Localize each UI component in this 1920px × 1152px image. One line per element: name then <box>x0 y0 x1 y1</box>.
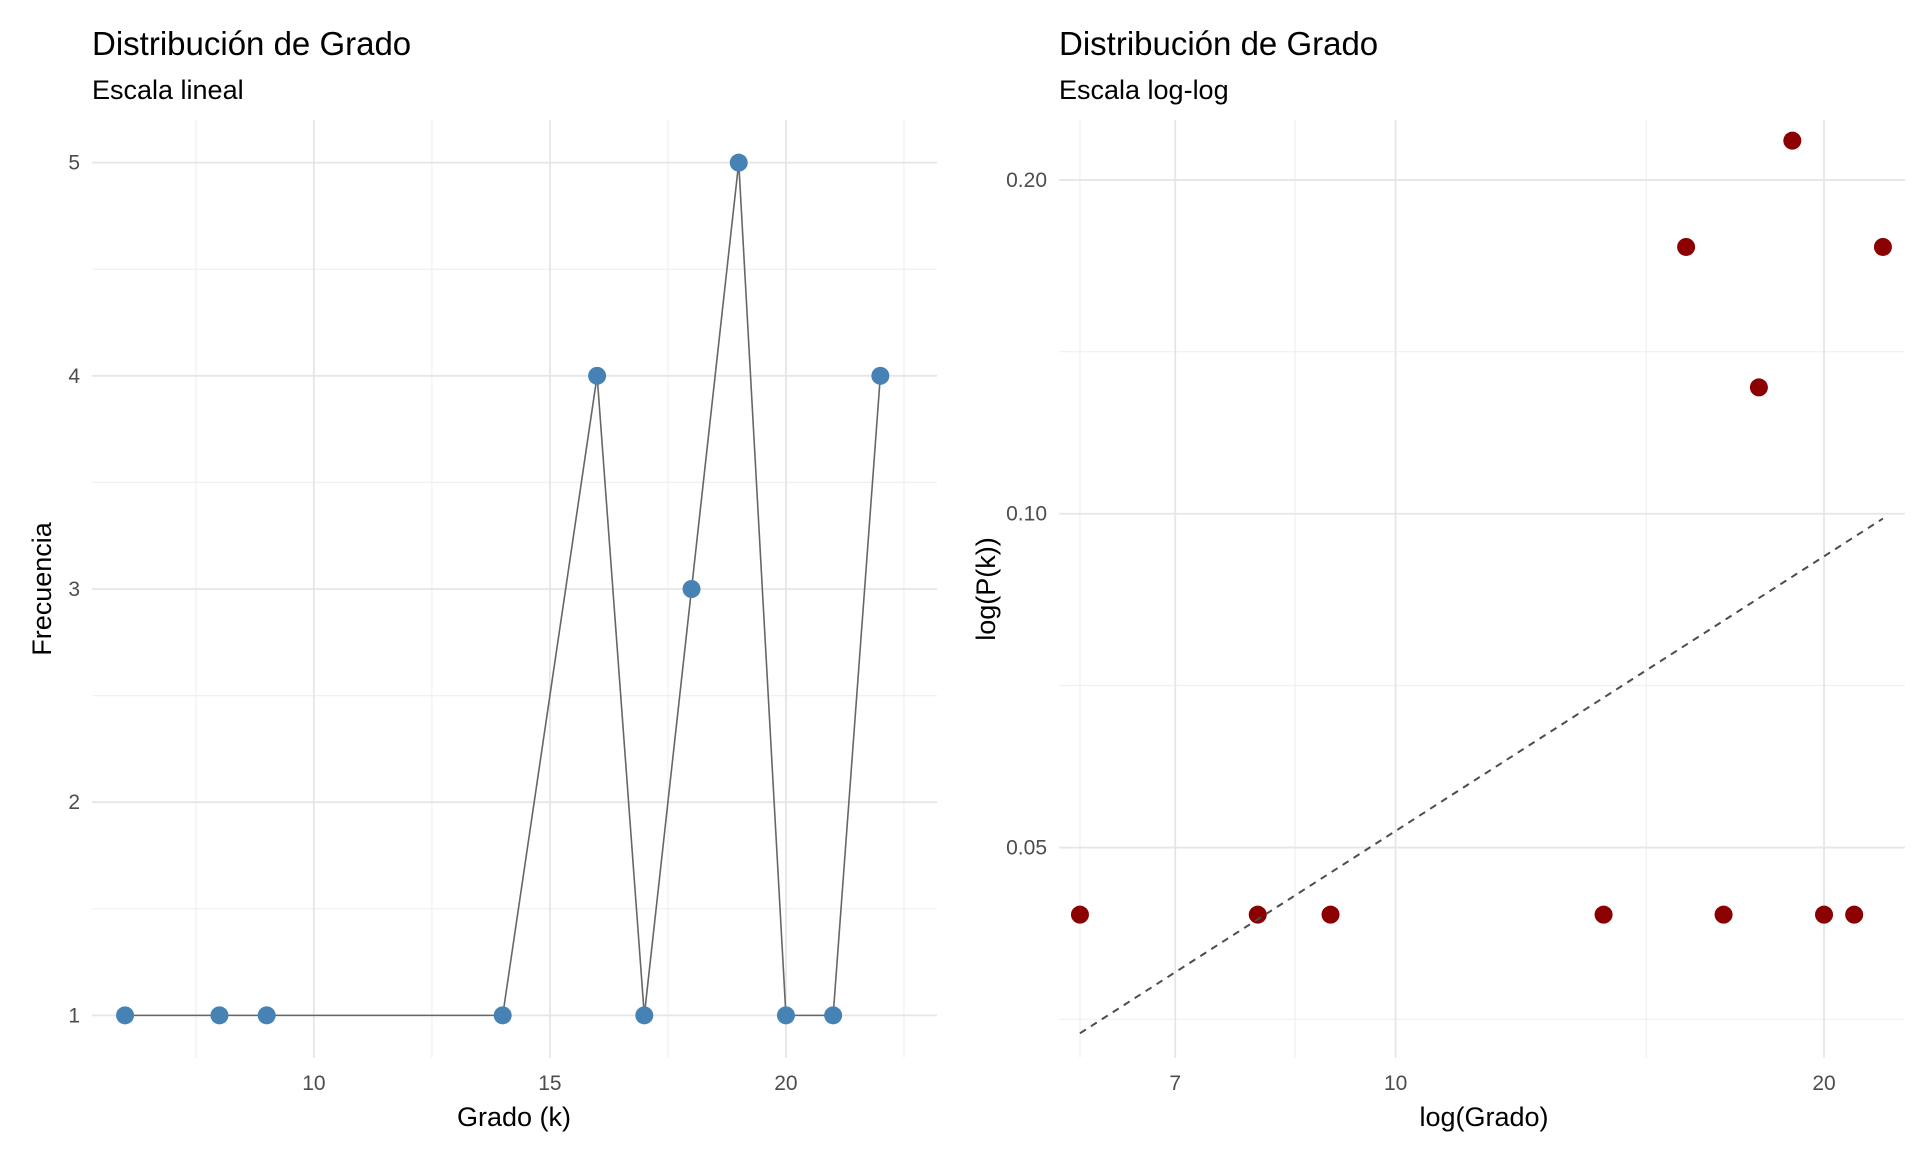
right-chart-panel: 7 10 20 0.05 0.10 0.20 Distribución de Grado … <box>960 0 1920 1152</box>
data-point <box>1594 905 1613 924</box>
y-tick-label: 2 <box>68 791 80 814</box>
y-tick-label: 4 <box>68 365 80 388</box>
x-tick-label: 7 <box>1169 1072 1181 1095</box>
chart-title: Distribución de Grado <box>1059 25 1378 62</box>
data-point <box>682 580 701 598</box>
data-point <box>493 1006 512 1025</box>
x-tick-label: 10 <box>302 1072 325 1095</box>
loglog-degree-chart: 7 10 200.050.100.20 Distribución de Grado … <box>971 25 1905 1132</box>
chart-subtitle: Escala log-log <box>1059 75 1229 105</box>
data-point <box>257 1006 276 1025</box>
chart-subtitle: Escala lineal <box>92 75 244 105</box>
data-marks <box>116 153 890 1025</box>
chart-title: Distribución de Grado <box>92 25 411 62</box>
data-point <box>588 366 607 385</box>
major-grid <box>92 120 937 1058</box>
x-axis-label: Grado (k) <box>457 1102 571 1132</box>
tick-labels: 10 15 20 1 2 3 4 5 <box>68 152 797 1095</box>
data-point <box>210 1006 229 1025</box>
data-point <box>1070 905 1089 924</box>
major-grid <box>1059 120 1905 1058</box>
data-point <box>1677 237 1696 256</box>
data-point <box>1248 905 1267 924</box>
data-point <box>1873 237 1892 256</box>
y-tick-label: 0.05 <box>1006 837 1047 860</box>
x-axis-label: log(Grado) <box>1419 1102 1548 1132</box>
x-tick-label: 10 <box>1384 1072 1407 1095</box>
data-point <box>824 1006 843 1025</box>
data-point <box>1749 378 1768 397</box>
y-axis-label: Frecuencia <box>27 521 57 656</box>
data-point <box>1845 905 1864 924</box>
x-tick-label: 20 <box>774 1072 797 1095</box>
left-chart-panel: 10 15 20 1 2 3 4 5 Distribución de Grado Escala… <box>27 25 937 1132</box>
data-marks <box>1070 131 1892 1035</box>
y-axis-label: log(P(k)) <box>971 537 1001 641</box>
fit-line <box>1079 517 1884 1035</box>
x-tick-label: 15 <box>538 1072 561 1095</box>
data-point <box>1321 905 1340 924</box>
y-tick-label: 0.10 <box>1006 503 1047 526</box>
data-point <box>635 1006 654 1025</box>
data-point <box>1783 131 1802 150</box>
tick-labels: 7 10 20 0.05 0.10 0.20 <box>1006 169 1836 1095</box>
linear-degree-chart: 10 15 20 1 2 3 4 5 Distribución de Grado Escala… <box>27 25 937 1132</box>
y-tick-label: 3 <box>68 578 80 601</box>
y-tick-label: 5 <box>68 152 80 175</box>
minor-grid <box>1059 120 1905 1058</box>
data-point <box>871 366 890 385</box>
data-point <box>776 1006 795 1025</box>
data-point <box>1815 905 1834 924</box>
data-point <box>116 1006 135 1025</box>
data-point <box>729 153 748 172</box>
y-tick-label: 1 <box>68 1004 80 1027</box>
y-tick-label: 0.20 <box>1006 169 1047 192</box>
x-tick-label: 20 <box>1812 1072 1835 1095</box>
data-point <box>1714 905 1733 924</box>
